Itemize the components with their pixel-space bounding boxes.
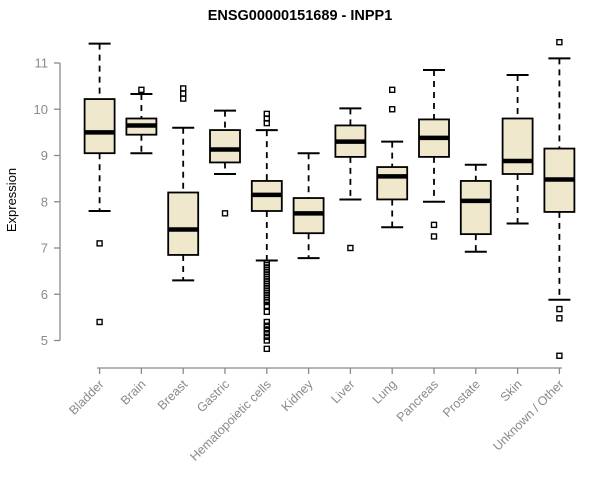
x-tick-label: Gastric — [194, 377, 232, 415]
x-tick-label: Hematopoietic cells — [187, 377, 274, 464]
outlier-point — [96, 318, 103, 326]
outlier-point — [138, 86, 145, 94]
y-axis: 5 6 7 8 9 10 11 — [34, 56, 61, 348]
box-lung — [376, 86, 409, 229]
iqr-box — [209, 129, 241, 164]
outlier-point — [556, 315, 563, 322]
x-tick-label: Skin — [498, 377, 525, 404]
box-skin — [501, 74, 534, 225]
outlier-point — [263, 322, 270, 329]
x-tick-label: Breast — [155, 377, 191, 413]
box-liver — [334, 107, 367, 252]
y-tick-label: 10 — [34, 102, 48, 117]
box-unknown-other — [543, 38, 576, 359]
x-tick-label: Prostate — [440, 377, 483, 420]
iqr-box — [292, 197, 325, 235]
outlier-point — [263, 302, 270, 310]
x-tick-label: Brain — [118, 377, 149, 408]
outlier-point — [263, 337, 270, 344]
outlier-point — [556, 38, 563, 46]
box-bladder — [83, 42, 116, 326]
x-tick-label: Kidney — [279, 377, 316, 414]
outlier-point — [263, 326, 270, 333]
outlier-point — [263, 298, 270, 306]
y-axis-label: Expression — [4, 168, 19, 232]
x-tick-label: Bladder — [66, 377, 106, 417]
x-tick-label: Lung — [370, 377, 400, 407]
x-tick-label: Pancreas — [394, 377, 441, 424]
iqr-box — [501, 117, 534, 175]
outlier-point — [221, 210, 229, 217]
outlier-point — [263, 119, 270, 127]
outlier-point — [430, 221, 438, 229]
outlier-point — [263, 329, 270, 337]
y-tick-label: 5 — [41, 333, 48, 348]
outlier-point — [556, 352, 563, 359]
outlier-point — [347, 244, 354, 252]
outlier-point — [263, 308, 270, 316]
iqr-box — [459, 180, 492, 236]
box-prostate — [459, 163, 492, 253]
box-pancreas — [418, 68, 450, 240]
boxes-layer — [83, 38, 576, 359]
y-tick-label: 7 — [41, 241, 48, 256]
outlier-point — [389, 106, 396, 113]
x-tick-label: Liver — [328, 377, 357, 406]
outlier-point — [430, 233, 438, 240]
outlier-point — [179, 90, 187, 97]
outlier-point — [389, 86, 396, 94]
x-tick-label: Unknown / Other — [490, 377, 566, 453]
iqr-box — [167, 191, 200, 256]
box-breast — [167, 85, 200, 282]
outlier-point — [263, 318, 270, 326]
box-brain — [125, 86, 158, 155]
chart-title: ENSG00000151689 - INPP1 — [208, 8, 393, 24]
box-kidney — [292, 152, 325, 260]
outlier-point — [263, 345, 270, 353]
box-hematopoietic-cells — [250, 110, 283, 353]
y-tick-label: 11 — [35, 56, 49, 71]
outlier-point — [179, 85, 187, 92]
outlier-point — [179, 95, 187, 102]
outlier-point — [263, 333, 270, 340]
iqr-box — [83, 98, 116, 155]
outlier-point — [556, 305, 563, 313]
y-tick-label: 9 — [41, 148, 48, 163]
iqr-box — [376, 166, 409, 201]
outlier-point — [96, 240, 103, 247]
box-gastric — [209, 109, 241, 217]
y-tick-label: 6 — [41, 287, 48, 302]
y-tick-label: 8 — [41, 194, 48, 209]
